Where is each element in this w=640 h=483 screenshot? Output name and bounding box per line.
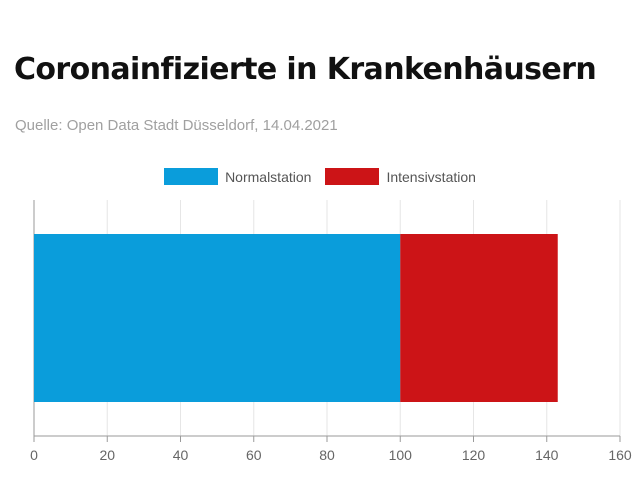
tick-label-20: 20 (99, 447, 115, 463)
legend-item-intensivstation[interactable]: Intensivstation (325, 168, 476, 185)
bar-normalstation[interactable] (34, 234, 401, 402)
legend-swatch-normalstation (164, 168, 219, 185)
chart-title: Coronainfizierte in Krankenhäusern (14, 52, 597, 87)
legend-label-normalstation: Normalstation (225, 168, 312, 185)
legend-item-normalstation[interactable]: Normalstation (164, 168, 311, 185)
tick-label-40: 40 (173, 447, 189, 463)
bar-intensivstation[interactable] (400, 234, 558, 402)
legend-swatch-intensivstation (325, 168, 380, 185)
tick-label-60: 60 (246, 447, 262, 463)
bars (34, 234, 558, 402)
tick-label-160: 160 (608, 447, 632, 463)
tick-label-0: 0 (30, 447, 38, 463)
tick-label-80: 80 (319, 447, 335, 463)
tick-label-120: 120 (462, 447, 486, 463)
legend: Normalstation Intensivstation (0, 168, 640, 185)
legend-label-intensivstation: Intensivstation (386, 168, 476, 185)
x-axis: 0 20 40 60 80 100 120 140 160 (30, 435, 632, 463)
tick-label-100: 100 (389, 447, 413, 463)
tick-label-140: 140 (535, 447, 559, 463)
chart-subtitle: Quelle: Open Data Stadt Düsseldorf, 14.0… (15, 117, 338, 134)
